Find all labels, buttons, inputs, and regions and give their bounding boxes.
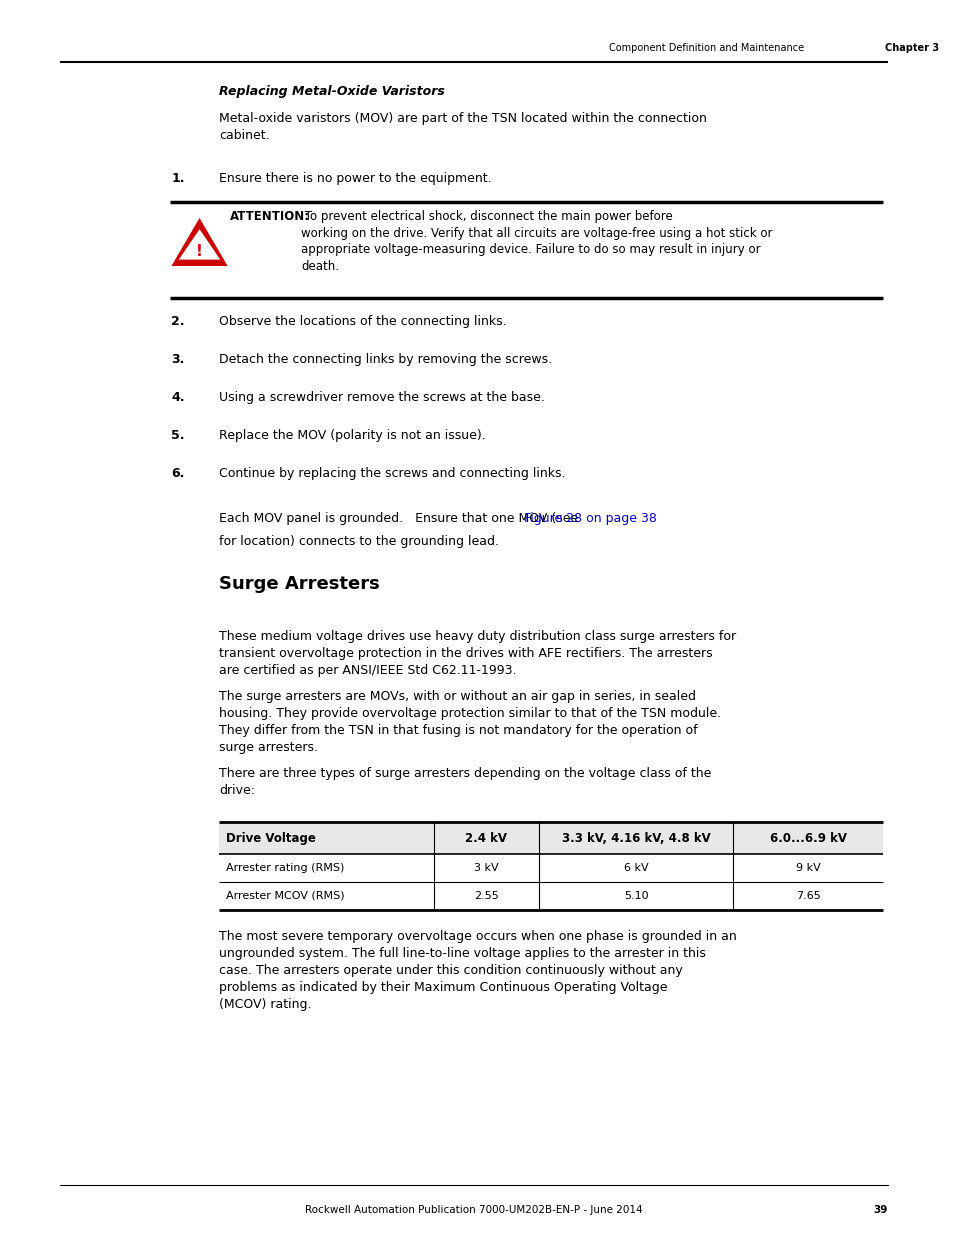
Text: Chapter 3: Chapter 3 [884,43,938,53]
Text: Rockwell Automation Publication 7000-UM202B-EN-P - June 2014: Rockwell Automation Publication 7000-UM2… [305,1205,642,1215]
Text: 6.: 6. [171,467,184,480]
Text: ATTENTION:: ATTENTION: [230,210,310,224]
Text: 3.: 3. [171,353,184,366]
Text: 7.65: 7.65 [795,890,820,902]
Polygon shape [178,230,220,259]
Text: Ensure there is no power to the equipment.: Ensure there is no power to the equipmen… [219,172,492,185]
Text: Continue by replacing the screws and connecting links.: Continue by replacing the screws and con… [219,467,565,480]
Text: Metal-oxide varistors (MOV) are part of the TSN located within the connection
ca: Metal-oxide varistors (MOV) are part of … [219,112,706,142]
Text: Detach the connecting links by removing the screws.: Detach the connecting links by removing … [219,353,552,366]
Text: 6 kV: 6 kV [623,863,648,873]
Text: 5.10: 5.10 [623,890,648,902]
Text: Replace the MOV (polarity is not an issue).: Replace the MOV (polarity is not an issu… [219,429,486,442]
Text: 1.: 1. [171,172,184,185]
Text: Observe the locations of the connecting links.: Observe the locations of the connecting … [219,315,507,329]
Text: Figure 28 on page 38: Figure 28 on page 38 [523,513,656,525]
Text: The most severe temporary overvoltage occurs when one phase is grounded in an
un: The most severe temporary overvoltage oc… [219,930,737,1011]
Text: 2.55: 2.55 [474,890,498,902]
Text: Arrester MCOV (RMS): Arrester MCOV (RMS) [226,890,345,902]
Text: 3 kV: 3 kV [474,863,498,873]
Text: 2.: 2. [171,315,184,329]
Text: 6.0...6.9 kV: 6.0...6.9 kV [769,831,845,845]
Text: Drive Voltage: Drive Voltage [226,831,316,845]
Text: 3.3 kV, 4.16 kV, 4.8 kV: 3.3 kV, 4.16 kV, 4.8 kV [561,831,710,845]
Text: The surge arresters are MOVs, with or without an air gap in series, in sealed
ho: The surge arresters are MOVs, with or wi… [219,690,720,755]
Text: These medium voltage drives use heavy duty distribution class surge arresters fo: These medium voltage drives use heavy du… [219,630,736,677]
Text: 2.4 kV: 2.4 kV [465,831,507,845]
Text: Arrester rating (RMS): Arrester rating (RMS) [226,863,344,873]
Text: Surge Arresters: Surge Arresters [219,576,380,593]
Text: There are three types of surge arresters depending on the voltage class of the
d: There are three types of surge arresters… [219,767,711,797]
Text: Each MOV panel is grounded.   Ensure that one MOV (see: Each MOV panel is grounded. Ensure that … [219,513,582,525]
Text: 4.: 4. [171,391,184,404]
Text: Component Definition and Maintenance: Component Definition and Maintenance [608,43,802,53]
Text: for location) connects to the grounding lead.: for location) connects to the grounding … [219,535,499,548]
Text: Replacing Metal-Oxide Varistors: Replacing Metal-Oxide Varistors [219,85,445,98]
Text: !: ! [196,245,203,259]
Text: To prevent electrical shock, disconnect the main power before
working on the dri: To prevent electrical shock, disconnect … [301,210,772,273]
Text: 9 kV: 9 kV [795,863,820,873]
Bar [219,823,882,853]
Polygon shape [172,219,228,266]
Text: 5.: 5. [171,429,184,442]
Text: 39: 39 [873,1205,887,1215]
Text: Using a screwdriver remove the screws at the base.: Using a screwdriver remove the screws at… [219,391,545,404]
